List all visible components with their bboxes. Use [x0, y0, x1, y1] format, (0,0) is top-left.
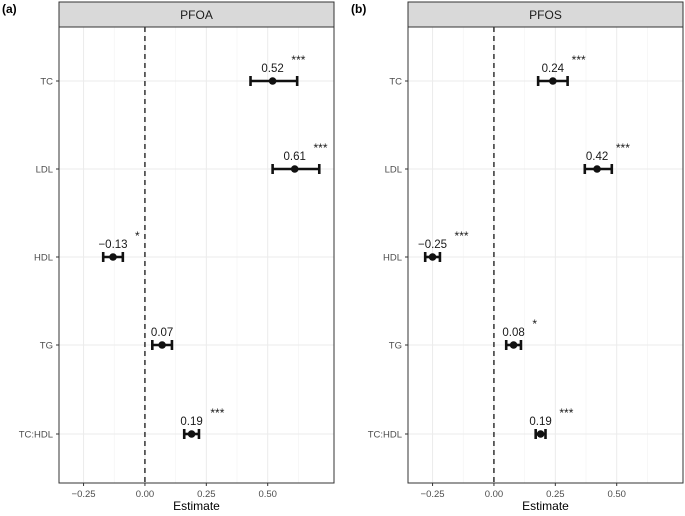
significance-stars: *** [572, 53, 586, 67]
value-label: 0.19 [529, 416, 551, 428]
y-tick-label: TC [389, 77, 402, 88]
significance-stars: * [135, 229, 140, 243]
y-tick-label: LDL [385, 165, 402, 176]
estimate-point [158, 341, 166, 349]
value-label: −0.13 [98, 239, 127, 251]
panel-tag: (b) [351, 2, 366, 16]
value-label: −0.25 [418, 239, 447, 251]
x-tick-label: 0.50 [258, 489, 277, 500]
value-label: 0.42 [586, 151, 608, 163]
value-label: 0.61 [284, 151, 306, 163]
estimate-point [290, 165, 299, 173]
value-label: 0.07 [151, 327, 173, 339]
estimate-point [536, 430, 545, 438]
y-tick-label: TC [40, 77, 53, 88]
estimate-point [268, 77, 277, 85]
x-tick-label: −0.25 [72, 489, 96, 500]
x-tick-label: 0.50 [607, 489, 626, 500]
estimate-point [593, 165, 601, 173]
significance-stars: *** [616, 141, 630, 155]
y-tick-label: LDL [36, 165, 53, 176]
y-tick-label: TG [389, 341, 402, 352]
x-tick-label: 0.25 [546, 489, 565, 500]
y-tick-label: HDL [34, 253, 53, 264]
x-tick-label: 0.25 [197, 489, 216, 500]
panel-border [58, 26, 335, 484]
significance-stars: *** [314, 141, 328, 155]
y-tick-label: HDL [383, 253, 402, 264]
x-tick-label: 0.00 [136, 489, 155, 500]
plot-background [59, 27, 334, 483]
estimate-point [187, 430, 196, 438]
x-axis-title: Estimate [522, 499, 569, 513]
value-label: 0.19 [180, 416, 202, 428]
strip-header [407, 1, 684, 28]
significance-stars: *** [559, 406, 573, 420]
panel-pfos: (b) PFOS TC LDL HDL TG TC:HDL −0.25 0.00 0.25 0.50… [351, 1, 684, 513]
value-label: 0.24 [542, 63, 565, 75]
estimate-point [109, 253, 117, 261]
panel-title: PFOA [180, 8, 213, 22]
strip-header [58, 1, 335, 28]
y-tick-label: TC:HDL [19, 430, 53, 441]
value-label: 0.52 [261, 63, 283, 75]
significance-stars: * [532, 317, 537, 331]
significance-stars: *** [291, 53, 305, 67]
plot-background [408, 27, 683, 483]
x-axis-title: Estimate [173, 499, 220, 513]
x-tick-label: −0.25 [421, 489, 445, 500]
panel-tag: (a) [2, 2, 17, 16]
y-tick-label: TC:HDL [368, 430, 402, 441]
panel-title: PFOS [529, 8, 562, 22]
estimate-point [549, 77, 557, 85]
y-tick-label: TG [40, 341, 53, 352]
panel-border [407, 26, 684, 484]
estimate-point [509, 341, 518, 349]
value-label: 0.08 [502, 327, 524, 339]
significance-stars: *** [210, 406, 224, 420]
panel-pfoa: (a) PFOA TC LDL HDL TG TC:HDL −0.25 0.00 0.25 0.50… [2, 1, 335, 513]
significance-stars: *** [455, 229, 469, 243]
estimate-point [428, 253, 437, 261]
x-tick-label: 0.00 [485, 489, 504, 500]
